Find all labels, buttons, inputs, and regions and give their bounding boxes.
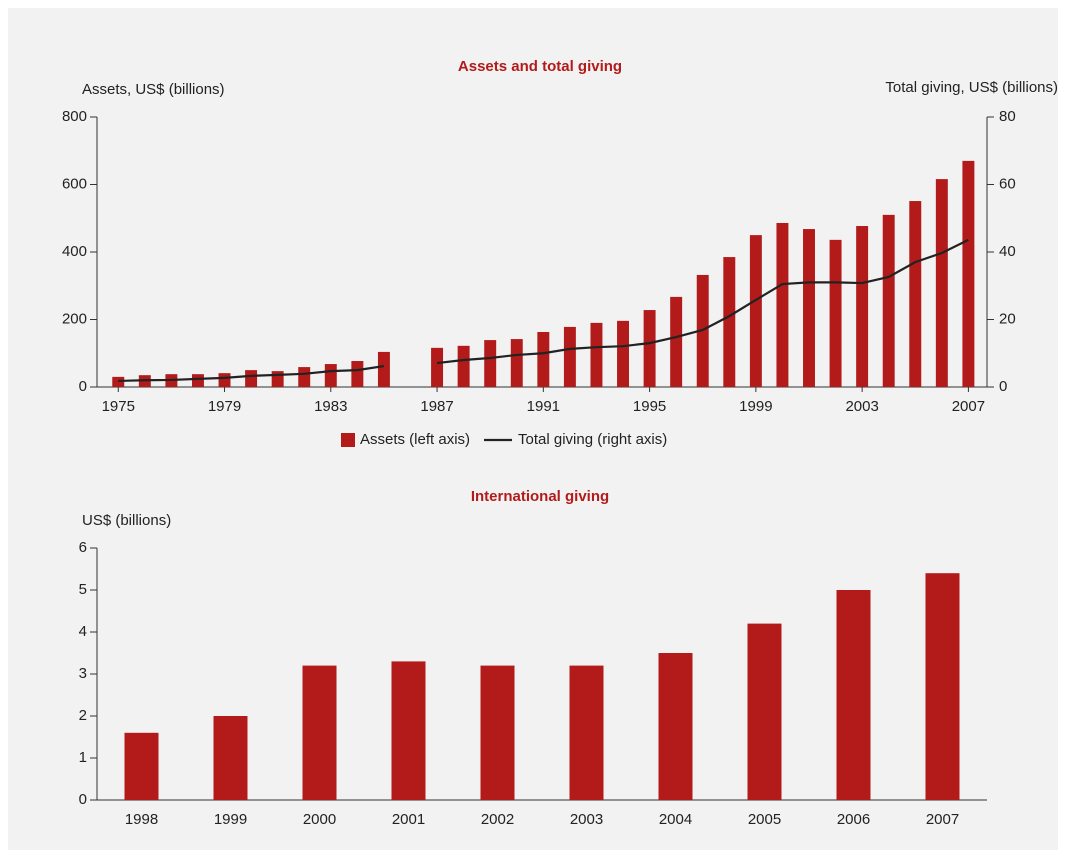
y-tick-label: 0 xyxy=(999,378,1007,395)
bar xyxy=(377,351,390,387)
y-tick-label: 80 xyxy=(999,108,1016,125)
y2-axis-label: Total giving, US$ (billions) xyxy=(885,79,1058,96)
bar xyxy=(563,326,576,387)
x-tick-label: 2001 xyxy=(392,811,425,828)
y-tick-label: 4 xyxy=(79,623,87,640)
x-tick-label: 1979 xyxy=(208,398,241,415)
y-tick-label: 2 xyxy=(79,707,87,724)
bar xyxy=(537,331,550,387)
y-tick-label: 200 xyxy=(62,310,87,327)
x-tick-label: 1987 xyxy=(420,398,453,415)
bar xyxy=(829,239,842,387)
x-tick-label: 1983 xyxy=(314,398,347,415)
bar xyxy=(935,179,948,387)
y-tick-label: 20 xyxy=(999,310,1016,327)
y-tick-label: 6 xyxy=(79,539,87,556)
x-tick-label: 1998 xyxy=(125,811,158,828)
y-tick-label: 800 xyxy=(62,108,87,125)
bar xyxy=(484,340,497,387)
bar xyxy=(391,661,426,800)
bar xyxy=(776,222,789,387)
y-tick-label: 3 xyxy=(79,665,87,682)
bar xyxy=(218,373,231,387)
x-tick-label: 2007 xyxy=(926,811,959,828)
x-tick-label: 2005 xyxy=(748,811,781,828)
x-tick-label: 1975 xyxy=(102,398,135,415)
x-tick-label: 2002 xyxy=(481,811,514,828)
x-tick-label: 1999 xyxy=(214,811,247,828)
y-tick-label: 60 xyxy=(999,175,1016,192)
y-axis-label: Assets, US$ (billions) xyxy=(82,81,225,98)
bar xyxy=(510,339,523,387)
legend-swatch xyxy=(341,433,355,447)
line xyxy=(118,238,969,383)
bar xyxy=(351,361,364,387)
bar xyxy=(480,665,515,800)
bar xyxy=(431,347,444,387)
y-axis-label: US$ (billions) xyxy=(82,512,171,529)
bar xyxy=(617,320,630,387)
bar xyxy=(658,653,693,800)
chart-title: Assets and total giving xyxy=(458,58,622,75)
bar xyxy=(962,160,975,387)
bar xyxy=(191,374,204,387)
x-tick-label: 1999 xyxy=(739,398,772,415)
x-tick-label: 1991 xyxy=(527,398,560,415)
y-tick-label: 400 xyxy=(62,243,87,260)
x-tick-label: 2003 xyxy=(570,811,603,828)
bar xyxy=(909,201,922,387)
x-tick-label: 2007 xyxy=(952,398,985,415)
bar xyxy=(643,310,656,387)
x-tick-label: 2006 xyxy=(837,811,870,828)
bar xyxy=(213,716,248,800)
y-tick-label: 5 xyxy=(79,581,87,598)
x-tick-label: 1995 xyxy=(633,398,666,415)
x-tick-label: 2003 xyxy=(845,398,878,415)
bar xyxy=(112,376,125,387)
bar xyxy=(747,623,782,800)
y-tick-label: 1 xyxy=(79,749,87,766)
bar xyxy=(925,573,960,800)
x-tick-label: 2000 xyxy=(303,811,336,828)
bar xyxy=(590,322,603,387)
bar xyxy=(856,226,869,387)
bar xyxy=(723,257,736,387)
x-tick-label: 2004 xyxy=(659,811,692,828)
legend-label: Assets (left axis) xyxy=(360,431,470,448)
bar xyxy=(457,345,470,387)
bar xyxy=(569,665,604,800)
bar xyxy=(836,590,871,800)
y-tick-label: 40 xyxy=(999,243,1016,260)
bar xyxy=(749,235,762,387)
chart-title: International giving xyxy=(471,488,609,505)
bar xyxy=(882,214,895,387)
bar xyxy=(302,665,337,800)
y-tick-label: 0 xyxy=(79,378,87,395)
panel xyxy=(8,8,1058,850)
y-tick-label: 0 xyxy=(79,791,87,808)
legend-label: Total giving (right axis) xyxy=(518,431,667,448)
y-tick-label: 600 xyxy=(62,175,87,192)
bar xyxy=(245,370,258,387)
bar xyxy=(271,371,284,387)
bar xyxy=(124,732,159,800)
bar xyxy=(670,296,683,387)
bar xyxy=(298,367,311,387)
bar xyxy=(324,364,337,387)
bar xyxy=(803,229,815,387)
